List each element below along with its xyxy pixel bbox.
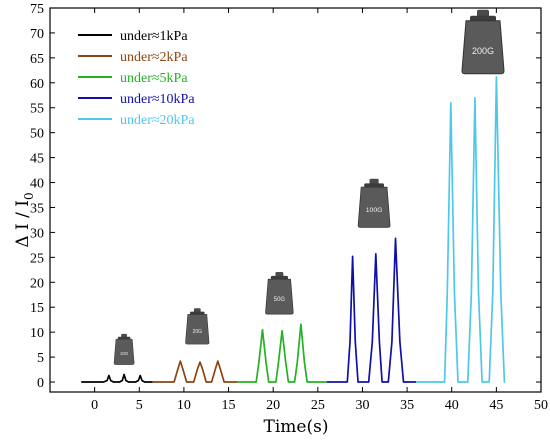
y-tick-label-11: 55 xyxy=(30,102,44,117)
weight-label-0: 10G xyxy=(120,351,129,356)
x-tick-label-3: 15 xyxy=(222,398,236,413)
weight-neck xyxy=(364,183,384,188)
weight-body xyxy=(461,20,505,75)
series-line-4 xyxy=(416,75,506,383)
y-tick-label-3: 15 xyxy=(30,301,44,316)
y-tick-label-10: 50 xyxy=(30,127,44,142)
axes-layer: 0 5 10 15 20 25 30 35 40 45 50 0 5 10 15 20 25 30 35 40 45 50… xyxy=(30,2,548,413)
x-tick-label-0: 0 xyxy=(91,398,98,413)
legend-label-4: under≈20kPa xyxy=(120,113,195,128)
x-tick-label-5: 25 xyxy=(311,398,325,413)
series-line-1 xyxy=(152,360,238,383)
legend-label-0: under≈1kPa xyxy=(120,29,188,44)
x-tick-label-1: 5 xyxy=(136,398,143,413)
y-tick-label-9: 45 xyxy=(30,152,44,167)
x-tick-label-2: 10 xyxy=(177,398,191,413)
y-axis-title-main: Δ I / I xyxy=(13,200,33,248)
weight-icon-3: 100G xyxy=(357,178,391,228)
series-line-3 xyxy=(326,237,416,383)
series-layer xyxy=(81,75,506,383)
y-tick-label-4: 20 xyxy=(30,276,44,291)
x-tick-label-6: 30 xyxy=(355,398,369,413)
x-axis-title: Time(s) xyxy=(264,417,329,437)
weight-label-3: 100G xyxy=(366,207,383,214)
y-tick-label-8: 40 xyxy=(30,177,44,192)
weight-label-1: 20G xyxy=(193,329,203,335)
weight-knob xyxy=(121,333,127,338)
svg-text:Δ I / I0: Δ I / I0 xyxy=(13,192,36,247)
y-tick-label-15: 75 xyxy=(30,2,44,17)
weight-body xyxy=(357,186,391,228)
series-line-2 xyxy=(237,323,327,383)
y-tick-label-12: 60 xyxy=(30,77,44,92)
weight-body xyxy=(265,278,294,315)
y-axis-title: Δ I / I0 xyxy=(13,192,36,247)
y-tick-label-7: 35 xyxy=(30,201,44,216)
y-tick-label-14: 70 xyxy=(30,27,44,42)
plot-frame xyxy=(49,7,542,393)
x-tick-label-7: 35 xyxy=(400,398,414,413)
legend-label-2: under≈5kPa xyxy=(120,71,188,86)
y-tick-label-13: 65 xyxy=(30,52,44,67)
y-axis-title-subscript: 0 xyxy=(22,192,36,200)
x-tick-label-8: 40 xyxy=(445,398,459,413)
weight-icon-4: 200G xyxy=(461,9,505,75)
y-tick-label-2: 10 xyxy=(30,326,44,341)
y-tick-label-5: 25 xyxy=(30,251,44,266)
x-tick-label-10: 50 xyxy=(534,398,548,413)
series-line-0 xyxy=(81,373,153,383)
weights-layer: 10G 20G 50G 100G 200G xyxy=(113,9,505,365)
weight-icon-2: 50G xyxy=(265,271,294,315)
weight-label-4: 200G xyxy=(472,46,494,56)
x-tick-label-9: 45 xyxy=(489,398,503,413)
weight-body xyxy=(185,314,210,345)
weight-label-2: 50G xyxy=(274,297,286,303)
weight-icon-1: 20G xyxy=(185,308,210,345)
y-tick-label-6: 30 xyxy=(30,226,44,241)
legend: under≈1kPa under≈2kPa under≈5kPa under≈10kP… xyxy=(78,29,195,128)
x-tick-label-4: 20 xyxy=(266,398,280,413)
y-tick-label-1: 5 xyxy=(37,351,44,366)
weight-icon-0: 10G xyxy=(113,333,135,365)
legend-label-3: under≈10kPa xyxy=(120,92,195,107)
legend-label-1: under≈2kPa xyxy=(120,50,188,65)
y-tick-label-0: 0 xyxy=(37,376,44,391)
weight-neck xyxy=(270,275,288,280)
weight-body xyxy=(113,338,135,365)
weight-knob xyxy=(369,178,379,185)
